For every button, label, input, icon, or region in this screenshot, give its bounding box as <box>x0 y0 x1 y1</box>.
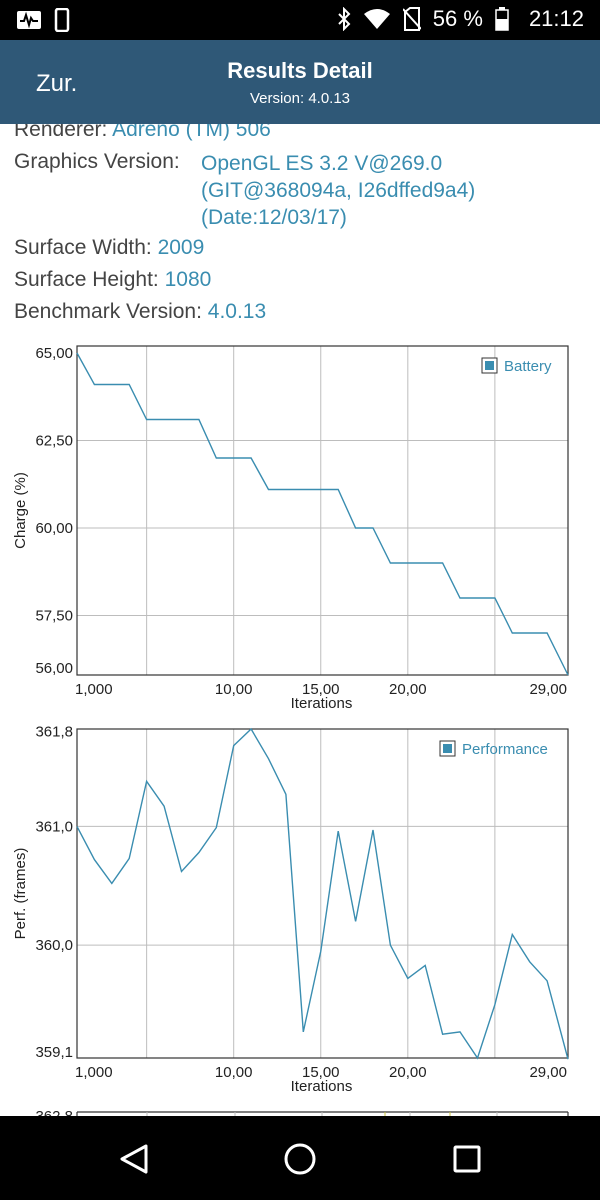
nav-home-button[interactable] <box>276 1138 324 1180</box>
x-tick-label: 1,000 <box>75 681 113 698</box>
y-tick-label: 359,1 <box>35 1044 73 1061</box>
y-tick-label: 360,0 <box>35 937 73 954</box>
renderer-value: Adreno (TM) 506 <box>112 124 271 141</box>
legend-swatch <box>443 744 452 753</box>
x-tick-label: 20,00 <box>389 681 427 698</box>
navigation-bar <box>0 1116 600 1200</box>
graphics-version-value: OpenGL ES 3.2 V@269.0 (GIT@368094a, I26d… <box>201 150 475 231</box>
plot-frame <box>76 345 569 676</box>
activity-monitor-icon <box>17 11 41 29</box>
phone-icon <box>54 8 70 32</box>
y-tick-label: 65,00 <box>35 345 73 362</box>
nav-back-button[interactable] <box>110 1138 158 1180</box>
x-tick-label: 15,00 <box>302 681 340 698</box>
surface-height-label: Surface Height: <box>14 268 159 291</box>
y-axis-label: Charge (%) <box>12 472 29 549</box>
benchmark-version-value: 4.0.13 <box>207 300 267 323</box>
x-tick-label: 1,000 <box>75 1064 113 1081</box>
series-line <box>76 352 569 676</box>
battery-percent: 56 % <box>432 6 483 31</box>
surface-width-row: Surface Width: 2009 <box>14 236 204 260</box>
graphics-version-row: Graphics Version: <box>14 150 180 174</box>
x-tick-label: 20,00 <box>389 1064 427 1081</box>
legend-label: Performance <box>462 741 548 758</box>
surface-width-value: 2009 <box>157 236 205 259</box>
surface-width-label: Surface Width: <box>14 236 152 259</box>
x-tick-label: 29,00 <box>529 681 567 698</box>
benchmark-version-label: Benchmark Version: <box>14 300 202 323</box>
y-tick-label: 361,8 <box>35 723 73 740</box>
y-tick-label: 62,50 <box>35 433 73 450</box>
series-line <box>76 727 569 1060</box>
y-tick-label: 362,8 <box>35 1108 73 1116</box>
no-sim-icon <box>402 7 421 31</box>
graphics-version-line: (GIT@368094a, I26dffed9a4) <box>201 179 476 202</box>
y-tick-label: 361,0 <box>35 818 73 835</box>
x-axis-label: Iterations <box>291 695 353 712</box>
renderer-label: Renderer: <box>14 124 108 141</box>
graphics-version-label: Graphics Version: <box>14 150 180 173</box>
x-tick-label: 15,00 <box>302 1064 340 1081</box>
app-bar: Zur. Results Detail Version: 4.0.13 <box>0 40 600 124</box>
clock: 21:12 <box>528 6 584 31</box>
nav-recents-button[interactable] <box>443 1138 491 1180</box>
graphics-version-line: OpenGL ES 3.2 V@269.0 <box>201 152 443 175</box>
plot-frame <box>76 728 569 1059</box>
y-axis-label: Perf. (frames) <box>12 848 29 940</box>
y-tick-label: 60,00 <box>35 520 73 537</box>
x-tick-label: 10,00 <box>215 681 253 698</box>
graphics-version-line: (Date:12/03/17) <box>201 206 347 229</box>
surface-height-row: Surface Height: 1080 <box>14 268 211 292</box>
battery-icon <box>495 7 509 31</box>
y-tick-label: 57,50 <box>35 608 73 625</box>
bluetooth-icon <box>338 7 351 31</box>
renderer-row: Renderer: Adreno (TM) 506 <box>14 124 271 142</box>
legend-swatch <box>485 361 494 370</box>
x-axis-label: Iterations <box>291 1078 353 1095</box>
page-title: Results Detail <box>227 58 373 83</box>
circle-home-icon <box>284 1143 316 1175</box>
page-subtitle: Version: 4.0.13 <box>249 90 351 107</box>
benchmark-version-row: Benchmark Version: 4.0.13 <box>14 300 266 324</box>
back-button[interactable]: Zur. <box>36 70 78 97</box>
status-bar: 56 % 21:12 <box>0 0 600 40</box>
wifi-icon <box>363 9 390 29</box>
triangle-back-icon <box>120 1144 148 1174</box>
legend-label: Battery <box>504 358 552 375</box>
x-tick-label: 29,00 <box>529 1064 567 1081</box>
surface-height-value: 1080 <box>164 268 212 291</box>
y-tick-label: 56,00 <box>35 660 73 677</box>
square-recents-icon <box>453 1145 481 1173</box>
x-tick-label: 10,00 <box>215 1064 253 1081</box>
results-content[interactable]: Renderer: Adreno (TM) 506 Graphics Versi… <box>0 124 600 1116</box>
